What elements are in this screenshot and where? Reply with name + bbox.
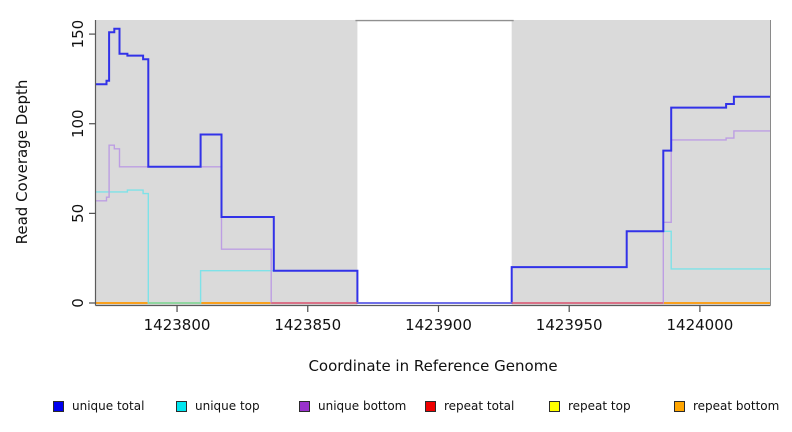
x-axis-title: Coordinate in Reference Genome [308, 357, 557, 375]
panel-band [96, 20, 358, 306]
x-tick-label: 1423950 [536, 316, 603, 334]
series-unique-total-line [96, 27, 771, 304]
legend-swatch-unique-bottom [299, 400, 310, 412]
legend-label: repeat bottom [693, 399, 780, 413]
legend: unique total unique top unique bottom repea… [0, 398, 792, 418]
panel-band [357, 20, 512, 306]
x-tick-label: 1424000 [667, 316, 734, 334]
legend-item-repeat-bottom: repeat bottom [674, 398, 779, 414]
legend-item-unique-top: unique top [176, 398, 260, 414]
legend-swatch-repeat-total [425, 400, 436, 412]
legend-item-unique-bottom: unique bottom [299, 398, 406, 414]
x-tick-label: 1423850 [274, 316, 341, 334]
y-axis-title: Read Coverage Depth [13, 80, 31, 245]
legend-swatch-unique-top [176, 400, 187, 412]
legend-label: repeat total [444, 399, 515, 413]
legend-label: unique bottom [318, 399, 407, 413]
y-tick-label: 100 [69, 109, 87, 138]
y-axis-ticks: 0 50 100 150 [69, 20, 96, 308]
legend-label: unique top [195, 399, 260, 413]
legend-label: unique total [72, 399, 145, 413]
x-tick-label: 1423800 [144, 316, 211, 334]
legend-label: repeat top [568, 399, 631, 413]
y-tick-label: 150 [69, 20, 87, 49]
legend-item-unique-total: unique total [53, 398, 144, 414]
series-unique-bottom-line [96, 130, 771, 304]
panel-band [511, 20, 771, 306]
legend-item-repeat-top: repeat top [549, 398, 631, 414]
legend-swatch-repeat-bottom [674, 400, 685, 412]
legend-item-repeat-total: repeat total [425, 398, 514, 414]
y-tick-label: 50 [69, 204, 87, 223]
panel-background-bands [96, 20, 771, 306]
legend-swatch-repeat-top [549, 400, 560, 412]
x-tick-label: 1423900 [405, 316, 472, 334]
x-axis-ticks: 1423800 1423850 1423900 1423950 1424000 [144, 305, 734, 334]
axes-spines [94, 19, 771, 307]
legend-swatch-unique-total [53, 400, 64, 412]
y-tick-label: 0 [69, 298, 87, 308]
